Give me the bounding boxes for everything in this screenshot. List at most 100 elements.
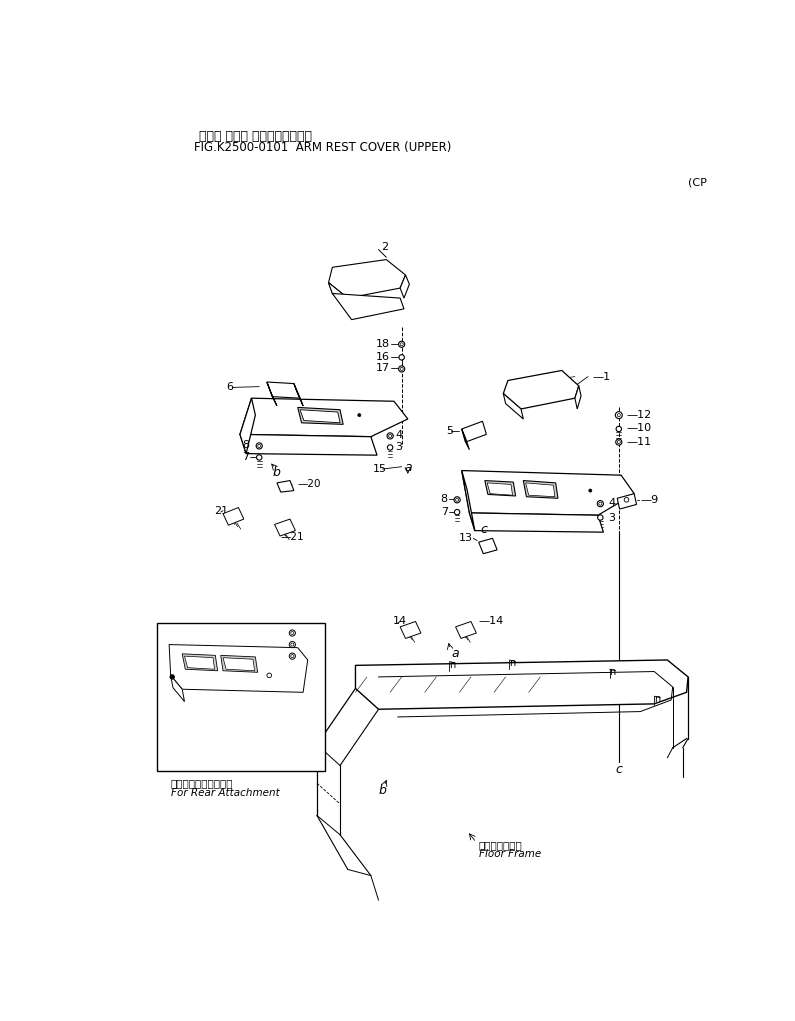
Polygon shape bbox=[332, 293, 404, 320]
Text: b: b bbox=[378, 784, 386, 797]
Polygon shape bbox=[171, 675, 184, 701]
Text: n: n bbox=[610, 668, 616, 677]
Text: 14: 14 bbox=[393, 617, 406, 627]
Circle shape bbox=[387, 445, 393, 450]
Polygon shape bbox=[479, 538, 497, 553]
Text: 16: 16 bbox=[376, 351, 390, 361]
Polygon shape bbox=[240, 434, 377, 455]
Polygon shape bbox=[462, 429, 469, 450]
Polygon shape bbox=[462, 471, 634, 516]
Circle shape bbox=[617, 414, 620, 417]
Text: n: n bbox=[654, 694, 661, 704]
Text: b: b bbox=[273, 467, 280, 480]
Text: For Rear Attachment: For Rear Attachment bbox=[171, 788, 279, 798]
Text: —14: —14 bbox=[479, 617, 504, 627]
Polygon shape bbox=[462, 422, 487, 442]
Text: 4: 4 bbox=[395, 430, 402, 440]
Circle shape bbox=[624, 497, 629, 502]
Polygon shape bbox=[223, 658, 254, 671]
Circle shape bbox=[267, 673, 272, 678]
Text: —10: —10 bbox=[626, 424, 652, 433]
Text: 15: 15 bbox=[372, 464, 386, 474]
Circle shape bbox=[400, 368, 403, 371]
Text: —20: —20 bbox=[297, 480, 321, 489]
Text: 3: 3 bbox=[608, 513, 615, 523]
Text: 8: 8 bbox=[242, 440, 249, 450]
Polygon shape bbox=[400, 622, 421, 638]
Circle shape bbox=[400, 343, 403, 346]
Polygon shape bbox=[300, 409, 340, 423]
Polygon shape bbox=[240, 398, 255, 453]
Text: —9: —9 bbox=[640, 495, 658, 504]
Circle shape bbox=[456, 498, 459, 501]
Circle shape bbox=[598, 515, 603, 521]
Polygon shape bbox=[297, 407, 343, 425]
Text: —1: —1 bbox=[592, 372, 611, 382]
Bar bbox=[157, 623, 324, 771]
Text: フロアフレーム: フロアフレーム bbox=[479, 840, 522, 849]
Circle shape bbox=[289, 630, 296, 636]
Polygon shape bbox=[267, 382, 300, 398]
Polygon shape bbox=[462, 471, 475, 531]
Polygon shape bbox=[294, 384, 303, 406]
Polygon shape bbox=[184, 657, 215, 669]
Text: 18: 18 bbox=[376, 339, 390, 348]
Polygon shape bbox=[469, 513, 603, 532]
Circle shape bbox=[257, 454, 262, 460]
Circle shape bbox=[256, 443, 262, 449]
Polygon shape bbox=[503, 393, 523, 419]
Text: 21: 21 bbox=[215, 505, 229, 516]
Circle shape bbox=[454, 497, 460, 503]
Polygon shape bbox=[523, 481, 558, 498]
Text: n: n bbox=[510, 659, 516, 668]
Text: 15: 15 bbox=[207, 671, 221, 680]
Circle shape bbox=[170, 675, 175, 679]
Polygon shape bbox=[277, 481, 294, 492]
Polygon shape bbox=[328, 283, 351, 309]
Circle shape bbox=[599, 502, 602, 505]
Polygon shape bbox=[355, 660, 688, 710]
Circle shape bbox=[389, 434, 392, 437]
Polygon shape bbox=[575, 386, 581, 409]
Text: c: c bbox=[480, 523, 487, 536]
Circle shape bbox=[258, 444, 261, 447]
Circle shape bbox=[455, 509, 460, 515]
Text: 13: 13 bbox=[459, 533, 472, 543]
Text: a: a bbox=[405, 460, 413, 474]
Circle shape bbox=[291, 654, 294, 658]
Polygon shape bbox=[169, 644, 308, 692]
Polygon shape bbox=[487, 483, 513, 495]
Text: 2: 2 bbox=[381, 242, 388, 252]
Circle shape bbox=[289, 641, 296, 647]
Text: —21: —21 bbox=[281, 532, 304, 542]
Text: 16: 16 bbox=[269, 639, 282, 649]
Circle shape bbox=[616, 427, 622, 432]
Polygon shape bbox=[182, 653, 218, 671]
Polygon shape bbox=[400, 275, 409, 298]
Text: —11: —11 bbox=[626, 437, 652, 447]
Text: 18: 18 bbox=[269, 628, 282, 638]
Circle shape bbox=[289, 653, 296, 660]
Text: 6: 6 bbox=[226, 383, 233, 392]
Text: 17: 17 bbox=[269, 651, 282, 662]
Polygon shape bbox=[274, 519, 296, 536]
Polygon shape bbox=[503, 371, 579, 409]
Polygon shape bbox=[240, 398, 408, 437]
Polygon shape bbox=[617, 494, 637, 509]
Text: (CP: (CP bbox=[688, 178, 707, 188]
Text: 7: 7 bbox=[242, 452, 249, 463]
Circle shape bbox=[291, 632, 294, 635]
Text: 4: 4 bbox=[608, 498, 615, 507]
Circle shape bbox=[589, 489, 591, 492]
Text: 5: 5 bbox=[446, 426, 453, 436]
Circle shape bbox=[597, 500, 603, 506]
Circle shape bbox=[398, 341, 405, 347]
Polygon shape bbox=[221, 655, 258, 672]
Text: 8: 8 bbox=[440, 494, 448, 504]
Polygon shape bbox=[267, 382, 277, 406]
Circle shape bbox=[358, 414, 361, 417]
Text: c: c bbox=[615, 763, 622, 776]
Text: a: a bbox=[232, 733, 239, 743]
Text: 7: 7 bbox=[440, 507, 448, 518]
Text: 3: 3 bbox=[395, 442, 402, 451]
